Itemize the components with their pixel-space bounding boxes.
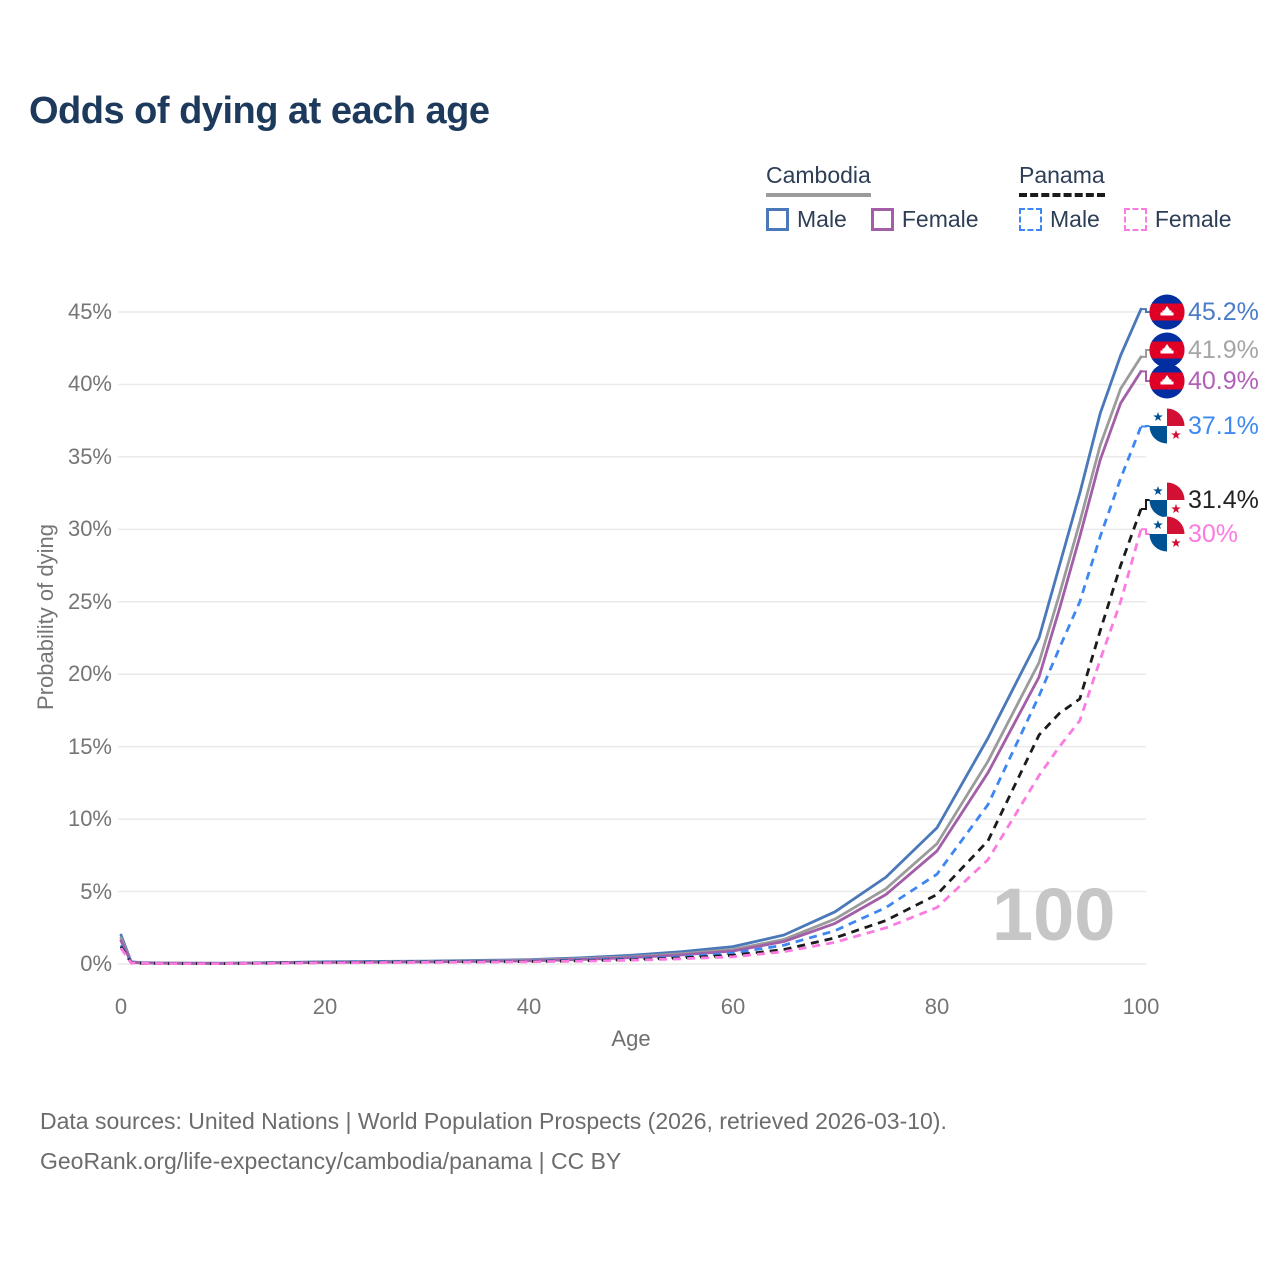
footer-credit-line: GeoRank.org/life-expectancy/cambodia/pan… [40,1148,622,1174]
end-label-cambodia-female: 40.9% [1188,367,1259,395]
legend-label: Male [797,206,847,232]
flag-cambodia [1149,294,1185,330]
footer-source-line: Data sources: United Nations | World Pop… [40,1108,947,1134]
x-tick-label: 40 [516,994,542,1019]
legend-label: Female [1154,206,1232,232]
flag-panama [1149,516,1185,552]
cambodia-male-swatch-icon [766,208,789,231]
legend-item-panama-male[interactable]: Male [1019,206,1100,233]
legend-item-panama-female[interactable]: Female [1123,206,1232,233]
legend-item-cambodia-male[interactable]: Male [766,206,847,233]
cambodia-flag-icon [1149,294,1185,330]
end-label-cambodia-male: 45.2% [1188,298,1259,326]
x-tick-label: 0 [114,994,128,1019]
x-tick-label: 60 [720,994,746,1019]
line-cambodia-female[interactable] [119,369,1143,965]
cambodia-female-swatch-icon [870,208,894,231]
flag-panama [1149,408,1185,444]
cambodia-flag-icon [1149,363,1185,399]
legend-header-cambodia[interactable]: Cambodia [766,162,871,197]
label-connector [1141,528,1151,535]
y-tick-label: 10% [67,806,112,832]
age-counter-watermark: 100 [992,873,1116,956]
cambodia-flag-icon [1149,332,1185,368]
y-tick-label: 30% [67,516,112,542]
y-tick-label: 0% [80,951,112,976]
label-connector [1141,425,1151,428]
line-cambodia-male[interactable] [119,307,1143,965]
y-tick-label: 15% [67,733,112,759]
line-cambodia[interactable] [119,355,1143,965]
x-tick-label: 100 [1122,994,1160,1019]
legend-header-panama[interactable]: Panama [1019,162,1105,197]
panama-flag-icon [1149,408,1185,444]
end-label-panama-female: 30% [1188,520,1239,548]
end-label-cambodia: 41.9% [1188,336,1259,364]
legend-group-cambodia: Cambodia Male Female [766,162,979,233]
y-tick-label: 40% [67,371,112,397]
x-axis-title: Age [611,1026,651,1051]
x-tick-label: 20 [312,994,338,1019]
flag-cambodia [1149,363,1185,399]
end-label-panama-male: 37.1% [1188,412,1259,440]
end-label-panama: 31.4% [1188,486,1259,514]
y-tick-label: 5% [80,878,112,904]
flag-panama [1149,482,1185,518]
legend-group-panama: Panama Male Female [1019,162,1232,233]
line-panama-male[interactable] [119,425,1143,965]
y-tick-label: 45% [67,299,112,324]
label-connector [1141,370,1151,382]
legend-item-cambodia-female[interactable]: Female [870,206,979,233]
label-connector [1141,349,1151,358]
legend-label: Male [1050,206,1100,232]
legend-label: Female [901,206,979,232]
x-tick-label: 80 [924,994,950,1019]
flag-cambodia [1149,332,1185,368]
y-axis-title: Probability of dying [33,524,58,710]
panama-male-swatch-icon [1019,208,1042,231]
line-panama-female[interactable] [119,528,1143,965]
label-connector [1141,308,1151,313]
panama-flag-icon [1149,482,1185,518]
panama-female-swatch-icon [1123,208,1147,231]
y-tick-label: 20% [67,661,112,687]
page-title: Odds of dying at each age [29,90,490,132]
panama-flag-icon [1149,516,1185,552]
label-connector [1141,499,1151,510]
y-tick-label: 25% [67,588,112,614]
y-tick-label: 35% [67,443,112,469]
